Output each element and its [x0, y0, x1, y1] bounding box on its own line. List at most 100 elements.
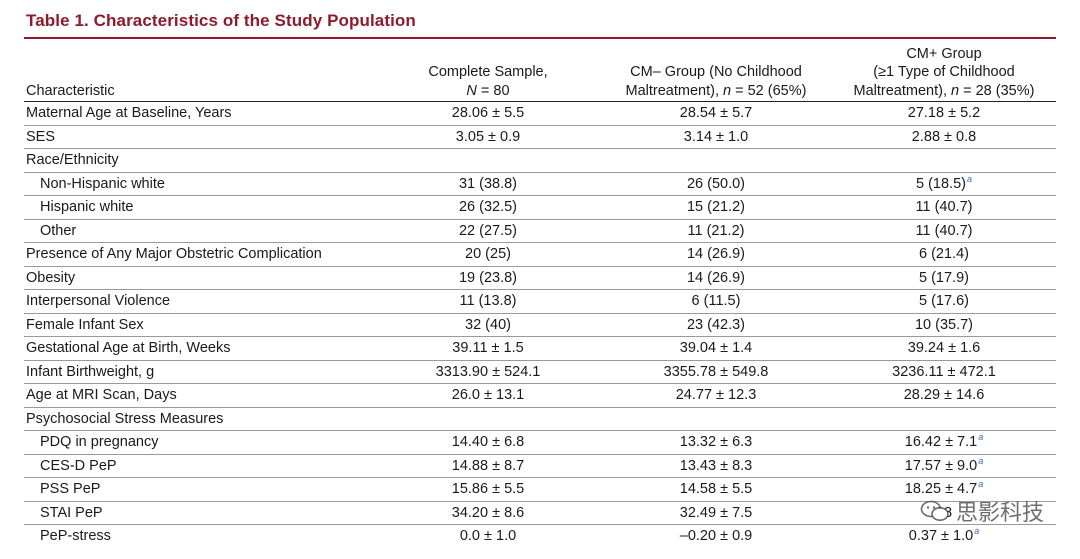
cell-value: 19 (23.8)	[458, 269, 518, 286]
footnote-marker[interactable]: a	[978, 479, 984, 490]
row-label: STAI PeP	[24, 501, 376, 525]
cell-complete-sample: 0.0 ± 1.0	[376, 525, 600, 548]
cell-value: 14.40 ± 6.8	[451, 434, 525, 451]
row-label: Race/Ethnicity	[24, 148, 376, 173]
cell-cm-plus: 2.88 ± 0.8	[832, 125, 1056, 149]
header-cm-minus-group: CM– Group (No Childhood Maltreatment), n…	[600, 42, 832, 102]
table-row: Interpersonal Violence 11 (13.8) 6 (11.5) 5…	[24, 289, 1056, 314]
cell-value: 32 (40)	[465, 316, 511, 333]
table-title: Table 1. Characteristics of the Study Po…	[26, 11, 416, 30]
cell-cm-plus	[832, 407, 1056, 431]
cell-cm-minus: 28.54 ± 5.7	[600, 101, 832, 126]
table-row: PSS PeP 15.86 ± 5.5 14.58 ± 5.5 18.25 ± 4.7…	[24, 477, 1056, 502]
cell-value: 11 (40.7)	[915, 222, 973, 239]
cell-value: 22 (27.5)	[458, 222, 518, 239]
cell-cm-plus: 6 (21.4)	[832, 242, 1056, 267]
header-cm-plus-group: CM+ Group (≥1 Type of Childhood Maltreat…	[832, 42, 1056, 102]
row-label: Psychosocial Stress Measures	[24, 407, 376, 431]
cell-complete-sample: 3313.90 ± 524.1	[376, 360, 600, 384]
cell-value: 3.14 ± 1.0	[683, 128, 749, 145]
cell-cm-plus: 28.29 ± 14.6	[832, 383, 1056, 408]
cell-value: 28.54 ± 5.7	[679, 105, 753, 122]
header-cm-minus-line2a: Maltreatment),	[625, 82, 724, 99]
table-row: PDQ in pregnancy 14.40 ± 6.8 13.32 ± 6.3 16…	[24, 430, 1056, 455]
cell-value: 10 (35.7)	[914, 316, 974, 333]
row-label: SES	[24, 125, 376, 149]
wechat-logo-icon	[920, 500, 949, 521]
title-rule	[24, 37, 1056, 39]
cell-cm-minus: 13.32 ± 6.3	[600, 430, 832, 455]
row-label: Presence of Any Major Obstetric Complica…	[24, 242, 376, 267]
cell-complete-sample: 32 (40)	[376, 313, 600, 337]
cell-value: 17.57 ± 9.0	[904, 457, 978, 474]
cell-value: 11 (21.2)	[687, 222, 745, 239]
cell-value: 34.20 ± 8.6	[451, 504, 525, 521]
cell-value: 39.04 ± 1.4	[679, 340, 753, 357]
cell-cm-plus: 5 (18.5)a	[832, 172, 1056, 196]
cell-complete-sample: 39.11 ± 1.5	[376, 336, 600, 361]
cell-cm-minus: 24.77 ± 12.3	[600, 383, 832, 408]
cell-value: 0.37 ± 1.0	[908, 528, 974, 545]
cell-complete-sample: 11 (13.8)	[376, 289, 600, 314]
table-row: Presence of Any Major Obstetric Complica…	[24, 242, 1056, 267]
header-cm-plus-line1: CM+ Group	[906, 45, 982, 62]
cell-cm-minus: 3355.78 ± 549.8	[600, 360, 832, 384]
cell-complete-sample: 14.88 ± 8.7	[376, 454, 600, 478]
footnote-marker[interactable]: a	[974, 526, 980, 537]
cell-value: 39.24 ± 1.6	[907, 340, 981, 357]
cell-value: 11 (13.8)	[459, 293, 517, 310]
cell-value: 32.49 ± 7.5	[679, 504, 753, 521]
cell-cm-minus: 14 (26.9)	[600, 242, 832, 267]
row-label: Hispanic white	[24, 195, 376, 220]
watermark: 思影科技	[920, 495, 1044, 527]
cell-complete-sample: 19 (23.8)	[376, 266, 600, 290]
cell-cm-minus: 23 (42.3)	[600, 313, 832, 337]
cell-value: 3313.90 ± 524.1	[435, 363, 541, 380]
row-label: PSS PeP	[24, 477, 376, 502]
row-label: CES-D PeP	[24, 454, 376, 478]
cell-cm-plus: 5 (17.9)	[832, 266, 1056, 290]
row-label: Infant Birthweight, g	[24, 360, 376, 384]
table-row: Obesity 19 (23.8) 14 (26.9) 5 (17.9)	[24, 266, 1056, 290]
cell-cm-plus: 39.24 ± 1.6	[832, 336, 1056, 361]
cell-value: 31 (38.8)	[458, 175, 518, 192]
header-cm-plus-line3a: Maltreatment),	[853, 82, 952, 99]
cell-value: 2.88 ± 0.8	[911, 128, 977, 145]
cell-value: 0.0 ± 1.0	[459, 528, 517, 545]
table-row: CES-D PeP 14.88 ± 8.7 13.43 ± 8.3 17.57 ± 9…	[24, 454, 1056, 478]
cell-value: 5 (18.5)	[916, 175, 966, 192]
table-row: Gestational Age at Birth, Weeks 39.11 ± 1…	[24, 336, 1056, 361]
cell-value: 20 (25)	[465, 246, 511, 263]
cell-complete-sample: 14.40 ± 6.8	[376, 430, 600, 455]
cell-value: 39.11 ± 1.5	[452, 340, 524, 357]
footnote-marker[interactable]: a	[966, 173, 972, 184]
cell-value: 14 (26.9)	[686, 269, 746, 286]
row-label: Maternal Age at Baseline, Years	[24, 101, 376, 126]
watermark-text: 思影科技	[955, 501, 1044, 526]
footnote-marker[interactable]: a	[978, 455, 984, 466]
cell-value: 5 (17.9)	[919, 269, 969, 286]
header-complete-sample-count: = 80	[476, 82, 510, 99]
cell-complete-sample	[376, 148, 600, 173]
cell-complete-sample	[376, 407, 600, 431]
cell-cm-minus: 26 (50.0)	[600, 172, 832, 196]
cell-cm-plus: 5 (17.6)	[832, 289, 1056, 314]
header-complete-sample: Complete Sample, N = 80	[376, 42, 600, 102]
table-row: SES 3.05 ± 0.9 3.14 ± 1.0 2.88 ± 0.8	[24, 125, 1056, 149]
cell-value: 18.25 ± 4.7	[904, 481, 978, 498]
table-row: Maternal Age at Baseline, Years 28.06 ± 5…	[24, 101, 1056, 126]
row-label: Age at MRI Scan, Days	[24, 383, 376, 408]
header-complete-sample-n: N	[466, 82, 477, 99]
header-cm-plus-line2: (≥1 Type of Childhood	[873, 64, 1015, 80]
cell-complete-sample: 15.86 ± 5.5	[376, 477, 600, 502]
row-label: Non-Hispanic white	[24, 172, 376, 196]
cell-cm-minus: 39.04 ± 1.4	[600, 336, 832, 361]
row-label: Interpersonal Violence	[24, 289, 376, 314]
cell-value: 14.88 ± 8.7	[451, 457, 525, 474]
cell-value: 23 (42.3)	[686, 316, 746, 333]
cell-cm-minus: 11 (21.2)	[600, 219, 832, 243]
header-cm-minus-n: n	[723, 82, 732, 99]
cell-cm-plus: 11 (40.7)	[832, 219, 1056, 243]
footnote-marker[interactable]: a	[978, 432, 984, 443]
